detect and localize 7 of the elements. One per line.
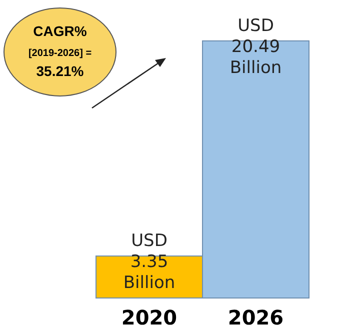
text: 35.21%: [36, 63, 84, 79]
text: [2019-2026] =: [28, 48, 92, 59]
data-label: USD 20.49 Billion: [230, 16, 282, 78]
text: CAGR%: [33, 23, 88, 39]
x-tick-label: 2026: [228, 306, 284, 330]
x-tick-label: 2020: [121, 306, 178, 330]
data-label: USD 3.35 Billion: [123, 230, 176, 293]
